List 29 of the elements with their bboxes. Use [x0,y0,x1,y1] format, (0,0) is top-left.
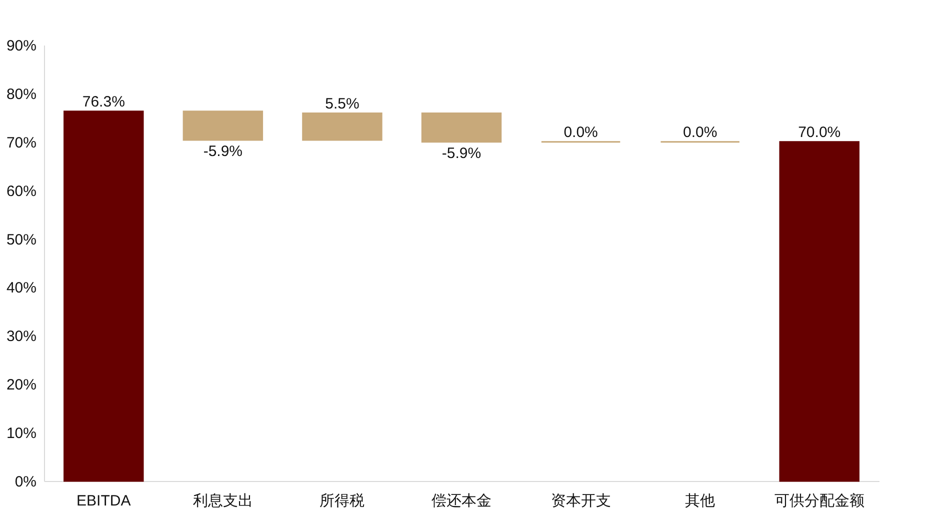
data-label: -5.9% [442,144,482,162]
y-tick-label: 50% [6,231,36,248]
y-tick-label: 90% [6,38,36,54]
data-label: -5.9% [203,142,243,160]
bar [182,110,264,141]
y-tick-label: 80% [6,86,36,103]
x-tick-label: 资本开支 [550,492,611,510]
y-tick-label: 30% [6,328,36,346]
data-label: 0.0% [564,124,598,141]
x-tick-label: 所得税 [320,492,365,510]
x-tick-label: 偿还本金 [432,492,492,510]
y-tick-label: 60% [6,182,36,200]
data-label: 0.0% [682,124,718,141]
bar [64,110,144,482]
x-tick-label: 可供分配金额 [774,492,864,510]
x-tick-label: EBITDA [76,492,131,510]
y-tick-label: 40% [6,280,36,297]
bar [302,112,382,141]
y-tick-label: 70% [6,134,36,152]
bar [421,112,502,143]
x-tick-label: 利息支出 [192,492,253,510]
bar [779,141,860,482]
y-tick-label: 20% [6,376,36,394]
y-tick-label: 0% [14,474,36,490]
data-label: 5.5% [325,95,360,112]
data-label: 70.0% [798,124,841,141]
x-tick-label: 其他 [685,492,716,510]
data-label: 76.3% [82,93,125,110]
y-tick-label: 10% [6,425,36,442]
